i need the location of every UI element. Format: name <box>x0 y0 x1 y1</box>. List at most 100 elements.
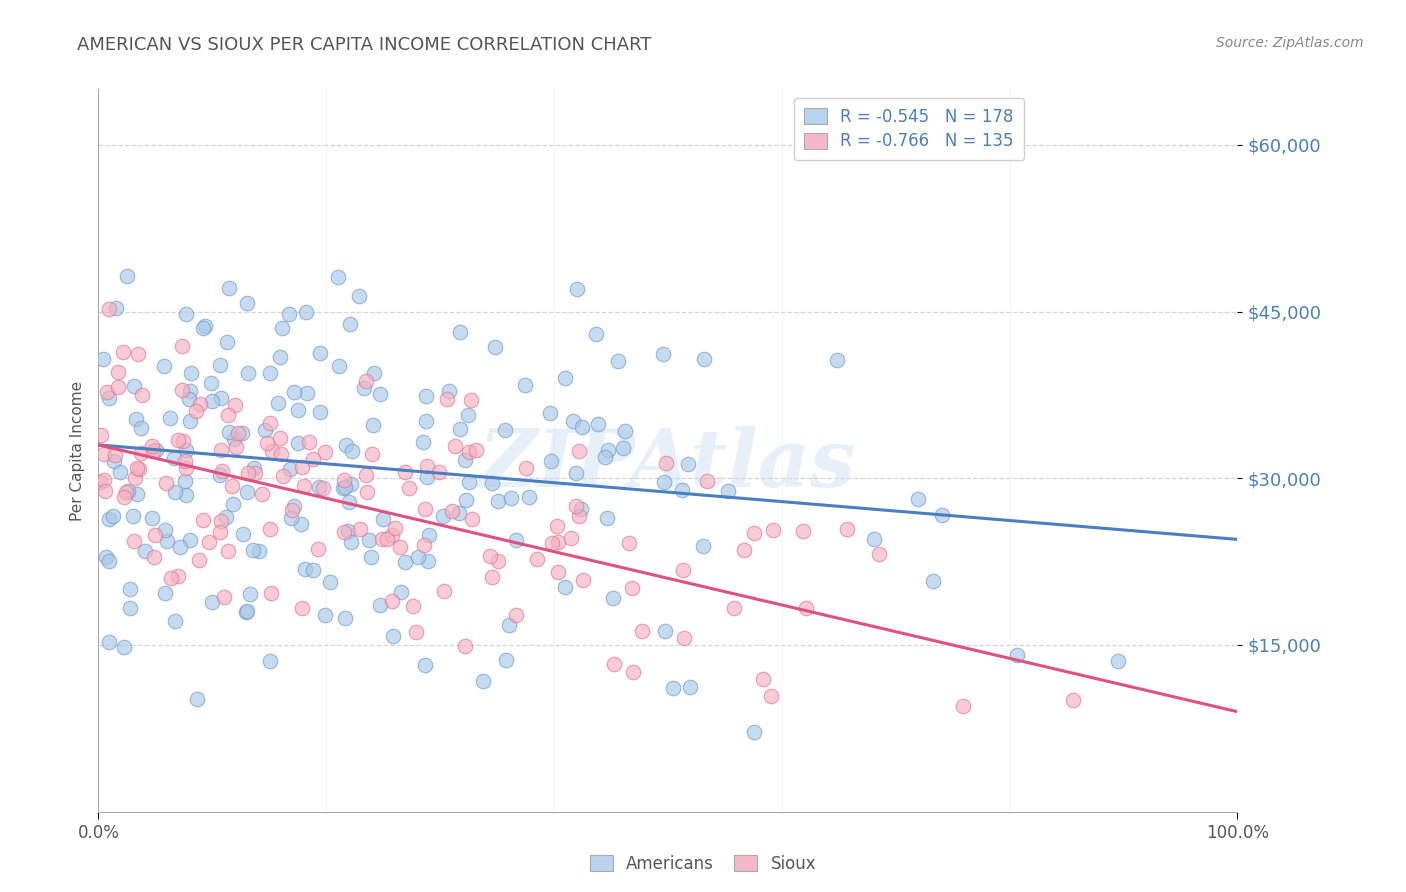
Point <box>128 461 150 475</box>
Point <box>167 568 190 582</box>
Point <box>242 543 264 558</box>
Point <box>232 527 254 541</box>
Point <box>318 575 340 590</box>
Point <box>294 562 316 576</box>
Point <box>614 425 637 439</box>
Point <box>308 480 330 494</box>
Point <box>418 528 440 542</box>
Point <box>454 453 477 467</box>
Point <box>479 549 502 563</box>
Point <box>1062 693 1084 707</box>
Point <box>547 565 569 579</box>
Point <box>354 374 377 388</box>
Point <box>565 499 588 513</box>
Point <box>301 452 323 467</box>
Point <box>562 414 585 428</box>
Point <box>413 502 436 516</box>
Point <box>308 405 330 419</box>
Point <box>217 544 239 558</box>
Text: AMERICAN VS SIOUX PER CAPITA INCOME CORRELATION CHART: AMERICAN VS SIOUX PER CAPITA INCOME CORR… <box>77 36 652 54</box>
Point <box>225 441 247 455</box>
Point <box>495 653 517 667</box>
Point <box>283 499 305 513</box>
Point <box>287 402 309 417</box>
Point <box>360 549 382 564</box>
Point <box>560 531 582 545</box>
Point <box>302 563 325 577</box>
Point <box>349 522 371 536</box>
Point <box>97 302 120 317</box>
Point <box>221 479 243 493</box>
Point <box>172 434 194 448</box>
Point <box>307 541 329 556</box>
Point <box>117 483 139 498</box>
Point <box>499 491 522 505</box>
Point <box>361 447 384 461</box>
Point <box>187 553 209 567</box>
Point <box>368 598 391 612</box>
Point <box>621 581 644 595</box>
Point <box>394 555 416 569</box>
Point <box>212 590 235 604</box>
Point <box>565 466 588 480</box>
Point <box>353 381 375 395</box>
Point <box>179 533 201 548</box>
Point <box>339 317 361 331</box>
Point <box>278 307 301 321</box>
Point <box>131 388 153 402</box>
Point <box>215 510 238 524</box>
Point <box>332 473 354 487</box>
Point <box>546 519 568 533</box>
Point <box>389 585 412 599</box>
Point <box>436 392 458 406</box>
Point <box>122 379 145 393</box>
Point <box>112 640 135 654</box>
Point <box>97 512 120 526</box>
Point <box>254 423 277 437</box>
Point <box>226 425 249 440</box>
Point <box>271 468 294 483</box>
Point <box>863 532 886 546</box>
Point <box>486 494 509 508</box>
Point <box>186 403 208 417</box>
Point <box>761 689 783 703</box>
Point <box>118 582 141 597</box>
Point <box>141 439 163 453</box>
Point <box>314 608 336 623</box>
Point <box>127 347 149 361</box>
Point <box>356 485 378 500</box>
Point <box>250 487 273 501</box>
Point <box>155 476 177 491</box>
Point <box>432 508 454 523</box>
Point <box>108 465 131 479</box>
Point <box>156 533 179 548</box>
Point <box>201 394 224 409</box>
Point <box>567 282 589 296</box>
Point <box>554 580 576 594</box>
Point <box>333 525 356 540</box>
Point <box>572 573 595 587</box>
Point <box>370 386 392 401</box>
Point <box>290 517 312 532</box>
Point <box>606 354 628 368</box>
Point <box>236 467 259 481</box>
Point <box>333 480 356 494</box>
Point <box>621 665 644 680</box>
Point <box>270 446 292 460</box>
Point <box>218 281 240 295</box>
Point <box>339 477 361 491</box>
Point <box>662 681 685 696</box>
Point <box>443 439 465 453</box>
Point <box>427 465 450 479</box>
Point <box>868 547 890 561</box>
Point <box>415 389 437 403</box>
Point <box>373 511 395 525</box>
Point <box>517 491 540 505</box>
Point <box>243 467 266 481</box>
Point <box>222 433 245 447</box>
Point <box>97 391 120 405</box>
Point <box>357 533 380 547</box>
Point <box>269 350 291 364</box>
Point <box>363 366 385 380</box>
Point <box>239 587 262 601</box>
